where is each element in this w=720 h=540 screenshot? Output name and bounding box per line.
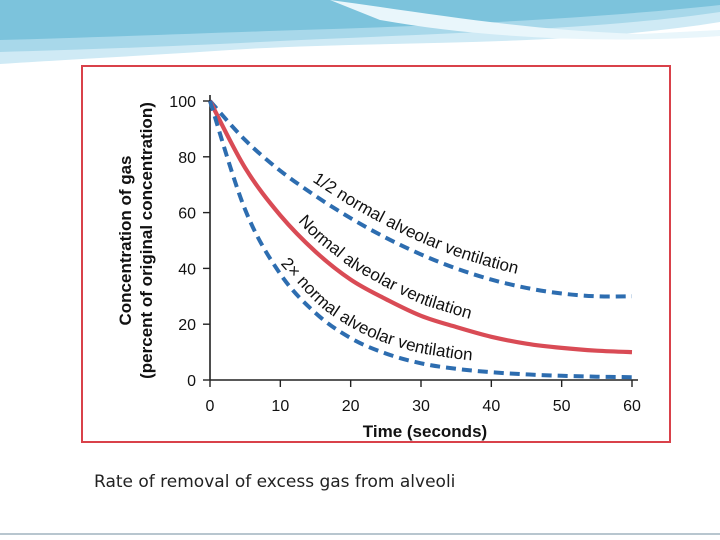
chart: 0 20 40 60 80 100 0 10 20 30 40 50 60 Time (seconds) C… xyxy=(116,94,641,441)
y-axis-title-line: (percent of original concentration) xyxy=(137,102,156,379)
x-tick-label: 20 xyxy=(342,398,360,415)
header-wave-dark xyxy=(0,0,720,40)
x-tick-label: 0 xyxy=(206,398,215,415)
x-tick-label: 60 xyxy=(623,398,641,415)
figure-frame: 0 20 40 60 80 100 0 10 20 30 40 50 60 Time (seconds) C… xyxy=(81,65,671,443)
x-tick-label: 50 xyxy=(553,398,571,415)
y-tick-label: 60 xyxy=(178,206,196,223)
x-tick-label: 30 xyxy=(412,398,430,415)
y-tick-label: 0 xyxy=(187,373,196,390)
y-tick-label: 80 xyxy=(178,150,196,167)
y-tick-label: 100 xyxy=(169,94,196,111)
series-half-ventilation xyxy=(208,99,633,299)
y-axis-title-line: Concentration of gas xyxy=(116,155,135,325)
x-tick-label: 40 xyxy=(482,398,500,415)
x-tick-label: 10 xyxy=(271,398,289,415)
plot-area: 0 20 40 60 80 100 0 10 20 30 40 50 60 Time (seconds) C… xyxy=(116,94,641,441)
y-tick-label: 40 xyxy=(178,261,196,278)
header-wave-highlight xyxy=(330,0,720,40)
figure-caption: Rate of removal of excess gas from alveo… xyxy=(94,472,456,492)
series-normal-ventilation xyxy=(208,100,633,355)
series-double-ventilation xyxy=(208,100,633,380)
x-axis-title: Time (seconds) xyxy=(363,422,487,441)
y-tick-label: 20 xyxy=(178,317,196,334)
y-axis-title: Concentration of gas (percent of original… xyxy=(116,102,156,379)
